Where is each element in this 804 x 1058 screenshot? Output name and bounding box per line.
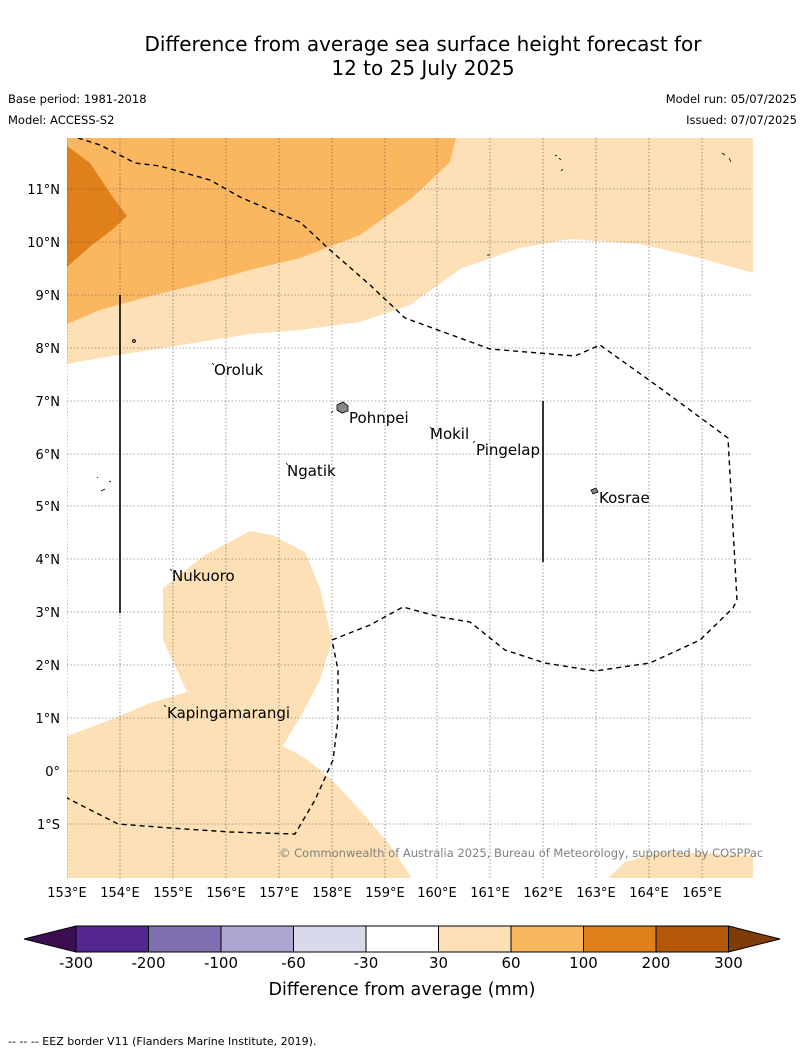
title-line-2: 12 to 25 July 2025 — [331, 56, 515, 80]
islet-nw — [132, 339, 136, 343]
lon-label: 156°E — [206, 886, 246, 901]
place-label-kapingamarangi: Kapingamarangi — [167, 704, 290, 722]
lon-label: 153°E — [47, 886, 87, 901]
colorbar-bin — [148, 925, 222, 953]
lat-label: 1°N — [36, 712, 61, 727]
lat-label: 3°N — [36, 606, 61, 621]
lon-label: 154°E — [100, 886, 140, 901]
lon-label: 158°E — [312, 886, 352, 901]
lat-label: 5°N — [36, 500, 61, 515]
colorbar-bin — [583, 925, 657, 953]
copyright-notice: © Commonwealth of Australia 2025, Bureau… — [279, 846, 763, 860]
lon-label: 159°E — [365, 886, 405, 901]
place-label-kosrae: Kosrae — [599, 489, 650, 507]
map-area: Oroluk Pohnpei Mokil Pingelap Ngatik Kos… — [67, 138, 753, 878]
colorbar-tick: -60 — [281, 954, 306, 972]
colorbar-tick: -30 — [354, 954, 379, 972]
lat-label: 6°N — [36, 448, 61, 463]
place-label-mokil: Mokil — [430, 425, 469, 443]
lat-label: 4°N — [36, 553, 61, 568]
place-label-oroluk: Oroluk — [214, 361, 263, 379]
colorbar-tick: 60 — [501, 954, 520, 972]
lon-label: 162°E — [523, 886, 563, 901]
lat-label: 10°N — [27, 236, 60, 251]
place-label-pingelap: Pingelap — [476, 441, 540, 459]
lat-label: 9°N — [36, 289, 61, 304]
lat-label: 0° — [45, 765, 60, 780]
lon-label: 164°E — [629, 886, 669, 901]
place-label-pohnpei: Pohnpei — [349, 409, 409, 427]
colorbar-tick: -100 — [204, 954, 238, 972]
lon-label: 163°E — [576, 886, 616, 901]
colorbar-bin — [510, 925, 584, 953]
colorbar-extend-low — [23, 925, 77, 953]
eez-legend-note: -- -- -- EEZ border V11 (Flanders Marine… — [8, 1035, 317, 1048]
lat-label: 11°N — [27, 183, 60, 198]
lat-label: 2°N — [36, 659, 61, 674]
lon-label: 155°E — [153, 886, 193, 901]
place-label-nukuoro: Nukuoro — [172, 567, 235, 585]
anomaly-100-200-north — [67, 146, 127, 267]
eez-border — [67, 138, 738, 835]
pohnpei-island — [336, 401, 349, 414]
colorbar — [23, 925, 781, 953]
colorbar-tick: 30 — [429, 954, 448, 972]
anomaly-30-60-south — [67, 531, 412, 878]
colorbar-tick: 100 — [569, 954, 598, 972]
colorbar-tick: 200 — [642, 954, 671, 972]
islands — [96, 152, 732, 708]
lat-label: 8°N — [36, 342, 61, 357]
model-run: Model run: 05/07/2025 — [665, 92, 797, 106]
colorbar-bin — [655, 925, 729, 953]
colorbar-tick: -300 — [59, 954, 93, 972]
map-title: Difference from average sea surface heig… — [0, 32, 804, 80]
lon-label: 165°E — [682, 886, 722, 901]
anomaly-60-100-north — [67, 138, 456, 324]
issued-date: Issued: 07/07/2025 — [686, 113, 797, 127]
colorbar-bin — [293, 925, 367, 953]
lon-label: 157°E — [259, 886, 299, 901]
colorbar-bin — [365, 925, 439, 953]
anomaly-30-60-southeast — [608, 852, 753, 878]
lat-label: 7°N — [36, 395, 61, 410]
base-period: Base period: 1981-2018 — [8, 92, 147, 106]
colorbar-bin — [75, 925, 149, 953]
colorbar-bin — [438, 925, 512, 953]
model-name: Model: ACCESS-S2 — [8, 113, 115, 127]
colorbar-tick: 300 — [714, 954, 743, 972]
colorbar-extend-high — [728, 925, 781, 953]
lat-label: 1°S — [37, 818, 60, 833]
place-label-ngatik: Ngatik — [287, 462, 336, 480]
colorbar-tick: -200 — [131, 954, 165, 972]
kosrae-island — [590, 487, 599, 495]
colorbar-bin — [220, 925, 294, 953]
colorbar-label: Difference from average (mm) — [268, 980, 535, 1000]
lon-label: 160°E — [417, 886, 457, 901]
title-line-1: Difference from average sea surface heig… — [144, 32, 702, 56]
lon-label: 161°E — [470, 886, 510, 901]
